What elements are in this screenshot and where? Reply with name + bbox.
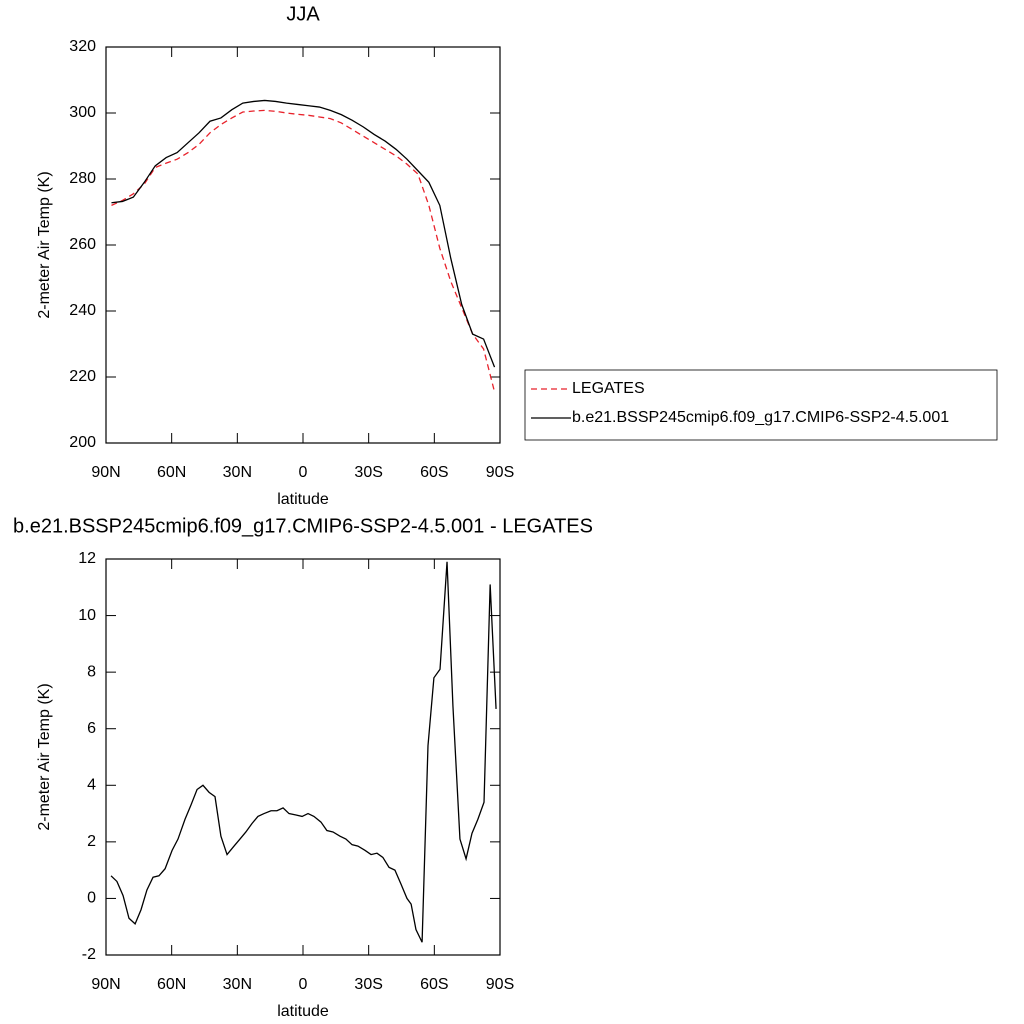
y-tick-label: -2 xyxy=(82,946,96,963)
legend-label: LEGATES xyxy=(572,380,645,397)
x-axis-label: latitude xyxy=(277,1003,329,1020)
data-line xyxy=(111,109,496,393)
y-axis-label: 2-meter Air Temp (K) xyxy=(36,171,53,318)
x-tick-label: 30N xyxy=(223,976,252,993)
x-tick-label: 90N xyxy=(91,464,120,481)
x-tick-label: 30S xyxy=(354,464,382,481)
x-tick-label: 60N xyxy=(157,976,186,993)
x-tick-label: 60N xyxy=(157,464,186,481)
plot-frame xyxy=(105,46,501,444)
y-tick-label: 260 xyxy=(69,236,96,253)
legend-label: b.e21.BSSP245cmip6.f09_g17.CMIP6-SSP2-4.… xyxy=(572,409,949,426)
x-tick-label: 90N xyxy=(91,976,120,993)
y-tick-label: 2 xyxy=(87,833,96,850)
data-line xyxy=(110,561,497,943)
y-tick-label: 0 xyxy=(87,890,96,907)
y-tick-label: 12 xyxy=(78,550,96,567)
y-tick-label: 220 xyxy=(69,368,96,385)
y-tick-label: 200 xyxy=(69,434,96,451)
data-line xyxy=(111,99,496,368)
x-tick-label: 60S xyxy=(420,976,448,993)
y-axis-label: 2-meter Air Temp (K) xyxy=(36,683,53,830)
chart-title: b.e21.BSSP245cmip6.f09_g17.CMIP6-SSP2-4.… xyxy=(13,515,593,537)
y-tick-label: 4 xyxy=(87,777,96,794)
y-tick-label: 240 xyxy=(69,302,96,319)
y-tick-label: 320 xyxy=(69,38,96,55)
x-tick-label: 90S xyxy=(486,976,514,993)
x-tick-label: 90S xyxy=(486,464,514,481)
x-axis-label: latitude xyxy=(277,491,329,508)
x-tick-label: 60S xyxy=(420,464,448,481)
y-tick-label: 10 xyxy=(78,607,96,624)
y-tick-label: 6 xyxy=(87,720,96,737)
x-tick-label: 30S xyxy=(354,976,382,993)
y-tick-label: 280 xyxy=(69,170,96,187)
x-tick-label: 30N xyxy=(223,464,252,481)
y-tick-label: 300 xyxy=(69,104,96,121)
x-tick-label: 0 xyxy=(299,976,308,993)
plot-frame xyxy=(105,558,501,956)
legend-box xyxy=(524,369,998,441)
x-tick-label: 0 xyxy=(299,464,308,481)
y-tick-label: 8 xyxy=(87,663,96,680)
chart-title: JJA xyxy=(286,3,320,25)
